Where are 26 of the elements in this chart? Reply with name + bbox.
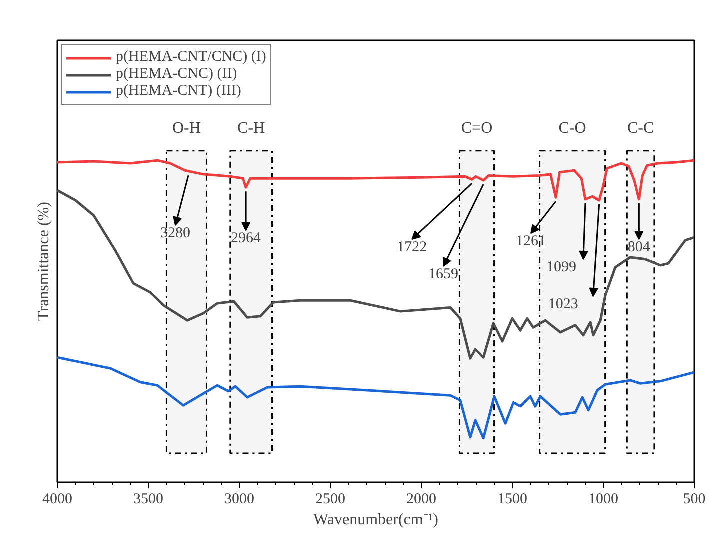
x-axis-title: Wavenumber(cm⁻¹) bbox=[314, 512, 438, 528]
annotation: 1261 bbox=[516, 234, 546, 250]
annotation: 1659 bbox=[428, 266, 459, 283]
annotation: 3280 bbox=[160, 226, 191, 242]
band-label: O-H bbox=[172, 120, 202, 137]
band-label: C-O bbox=[558, 120, 586, 137]
annotation: 2964 bbox=[231, 230, 262, 247]
x-tick-label: 1500 bbox=[498, 492, 528, 508]
annotation: 1023 bbox=[548, 296, 578, 312]
x-tick-label: 4000 bbox=[42, 492, 72, 508]
legend-label: p(HEMA-CNT/CNC) (I) bbox=[116, 49, 266, 66]
x-tick-label: 3000 bbox=[224, 492, 254, 508]
legend-label: p(HEMA-CNT) (III) bbox=[116, 83, 242, 100]
annotation: 1722 bbox=[397, 240, 428, 256]
x-tick-label: 2000 bbox=[406, 492, 436, 508]
annotation: 1099 bbox=[546, 260, 576, 276]
y-axis-title: Transmittance (%) bbox=[36, 202, 52, 321]
band-label: C-C bbox=[627, 120, 654, 137]
x-tick-label: 2500 bbox=[316, 492, 346, 508]
x-tick-label: 500 bbox=[683, 492, 706, 508]
band-label: C=O bbox=[461, 120, 493, 137]
x-tick-label: 3500 bbox=[134, 492, 164, 508]
band-label: C-H bbox=[238, 120, 266, 137]
legend-label: p(HEMA-CNC) (II) bbox=[116, 66, 238, 83]
annotation: 804 bbox=[628, 240, 651, 256]
x-tick-label: 1000 bbox=[588, 492, 618, 508]
